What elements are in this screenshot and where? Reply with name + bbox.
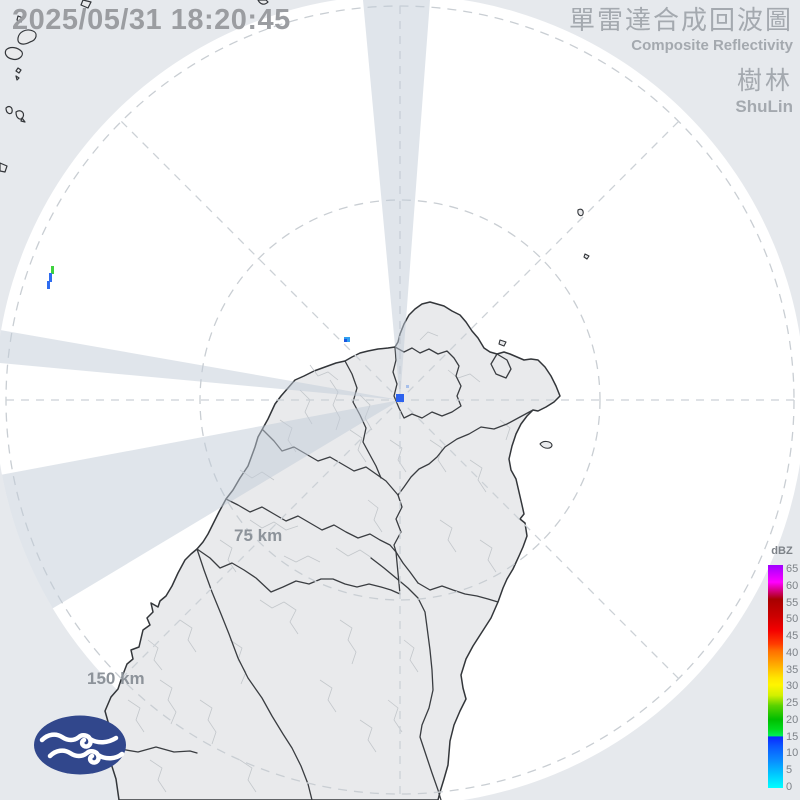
colorbar-tick-55: 55 [786, 596, 799, 609]
title-block: 單雷達合成回波圖 Composite Reflectivity 樹林 ShuLi… [568, 5, 793, 116]
colorbar-tick-50: 50 [786, 613, 799, 626]
offshore-islets [498, 208, 590, 449]
station-name-en: ShuLin [735, 96, 793, 116]
colorbar-tick-65: 65 [786, 563, 799, 575]
huaping-islet [583, 253, 590, 260]
radar-echo [47, 281, 50, 289]
product-title-zh: 單雷達合成回波圖 [568, 5, 793, 35]
timestamp: 2025/05/31 18:20:45 [12, 4, 291, 36]
echo-layer [47, 266, 409, 402]
colorbar-tick-45: 45 [786, 630, 799, 643]
range-ring-75km [199, 199, 601, 601]
radar-echo [51, 266, 54, 274]
radar-echo [396, 394, 404, 402]
radar-echo [49, 273, 52, 282]
radar-echo [344, 339, 347, 342]
radar-echo [406, 385, 409, 388]
taiwan-coastline [104, 301, 561, 800]
logo-ellipse [34, 715, 126, 775]
land-layer [0, 0, 590, 800]
station-name-zh: 樹林 [736, 67, 793, 96]
range-label-75km: 75 km [234, 526, 283, 545]
weather-bureau-logo [34, 715, 126, 775]
colorbar-tick-15: 15 [786, 730, 799, 743]
colorbar-tick-35: 35 [786, 663, 799, 676]
keelung-islet [498, 339, 507, 347]
colorbar-tick-20: 20 [786, 713, 799, 726]
colorbar-gradient [768, 565, 783, 788]
turtle-island [539, 440, 553, 449]
colorbar-tick-0: 0 [786, 781, 793, 793]
colorbar-tick-40: 40 [786, 646, 799, 659]
colorbar-unit-label: dBZ [771, 545, 793, 557]
county-borders [119, 346, 534, 800]
colorbar-tick-30: 30 [786, 680, 799, 693]
blocked-sector-wedges [0, 0, 430, 640]
colorbar-tick-5: 5 [786, 764, 793, 777]
colorbar-tick-10: 10 [786, 747, 799, 760]
blocked-sector-wnw [0, 330, 400, 400]
logo-wave-icon [39, 732, 125, 765]
range-label-150km: 150 km [87, 669, 145, 688]
pengjia-islet [577, 208, 584, 217]
colorbar-tick-60: 60 [786, 579, 799, 592]
colorbar-tick-25: 25 [786, 697, 799, 710]
china-coast-islands [0, 0, 269, 173]
blocked-sector-wsw [0, 400, 400, 640]
blocked-sector-north [363, 0, 430, 400]
colorbar-ticks: 65 60 55 50 45 40 35 30 25 20 15 10 5 0 [786, 563, 800, 793]
product-title-en: Composite Reflectivity [631, 36, 793, 54]
